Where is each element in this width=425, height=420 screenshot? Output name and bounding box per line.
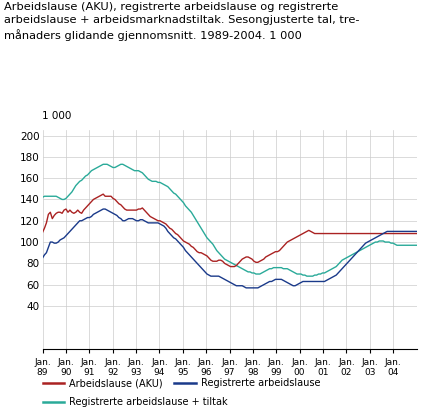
Legend: Registrerte arbeidslause + tiltak: Registrerte arbeidslause + tiltak xyxy=(39,393,232,411)
Text: Arbeidslause (AKU), registrerte arbeidslause og registrerte
arbeidslause + arbei: Arbeidslause (AKU), registrerte arbeidsl… xyxy=(4,2,360,41)
Text: 1 000: 1 000 xyxy=(42,111,72,121)
Legend: Arbeidslause (AKU), Registrerte arbeidslause: Arbeidslause (AKU), Registrerte arbeidsl… xyxy=(39,374,324,392)
